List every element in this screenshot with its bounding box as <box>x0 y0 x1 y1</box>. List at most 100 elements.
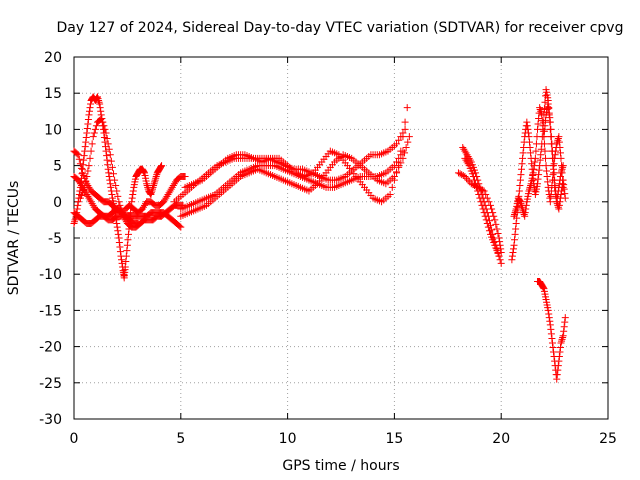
data-point <box>529 176 537 184</box>
series-s13 <box>508 86 567 264</box>
data-point <box>517 165 525 173</box>
data-point <box>544 178 552 186</box>
data-point <box>557 339 565 347</box>
data-point <box>547 133 555 141</box>
data-point <box>539 284 547 292</box>
data-point <box>531 158 539 166</box>
data-point <box>115 234 123 242</box>
data-point <box>106 180 114 188</box>
data-point <box>523 122 531 130</box>
data-point <box>535 166 543 174</box>
data-point <box>393 140 401 148</box>
data-point <box>517 171 525 179</box>
data-point <box>113 220 121 228</box>
data-point <box>548 339 556 347</box>
data-point <box>541 122 549 130</box>
data-point <box>115 198 123 206</box>
data-point <box>105 169 113 177</box>
data-point <box>556 144 564 151</box>
data-point <box>85 162 93 170</box>
data-point <box>475 184 483 192</box>
data-point <box>547 330 555 338</box>
data-point <box>536 104 544 112</box>
data-point <box>485 227 493 235</box>
series-s16 <box>540 100 569 213</box>
data-point <box>148 187 156 195</box>
data-point <box>511 209 519 217</box>
data-point <box>559 180 567 188</box>
data-point <box>103 152 111 160</box>
data-point <box>497 248 505 256</box>
data-point <box>531 187 539 195</box>
data-point <box>83 124 91 132</box>
data-point <box>530 162 538 170</box>
data-point <box>512 207 520 215</box>
data-point <box>119 209 127 217</box>
data-point <box>462 156 470 164</box>
data-point <box>559 163 567 171</box>
data-point <box>170 180 178 188</box>
data-point <box>161 196 169 204</box>
data-point <box>508 252 516 260</box>
data-point <box>551 151 559 159</box>
data-point <box>557 191 565 199</box>
data-point <box>548 147 556 155</box>
data-point <box>558 162 566 170</box>
data-point <box>134 220 142 228</box>
data-point <box>96 100 104 108</box>
data-point <box>99 118 107 126</box>
data-point <box>123 247 131 255</box>
data-point <box>537 107 545 115</box>
data-point <box>399 133 407 141</box>
data-point <box>104 161 112 169</box>
data-point <box>535 171 543 179</box>
data-point <box>91 125 99 133</box>
data-point <box>95 98 103 106</box>
data-point <box>556 149 564 157</box>
data-point <box>544 306 552 314</box>
data-point <box>554 366 562 374</box>
data-point <box>102 129 110 137</box>
data-point <box>511 210 519 218</box>
data-point <box>480 187 488 195</box>
data-point <box>85 107 93 115</box>
data-point <box>101 125 109 133</box>
data-point <box>556 172 564 180</box>
data-point <box>462 149 470 157</box>
y-tick-label: 5 <box>53 159 62 175</box>
data-point <box>558 169 566 177</box>
data-point <box>90 129 98 137</box>
data-point <box>393 158 401 166</box>
data-point <box>512 220 520 228</box>
series-s14 <box>510 104 567 220</box>
data-point <box>483 194 491 202</box>
data-point <box>393 169 401 177</box>
data-point <box>386 191 394 199</box>
data-point <box>166 187 174 195</box>
data-point <box>519 154 527 162</box>
data-point <box>94 95 102 103</box>
data-point <box>73 150 81 158</box>
data-point <box>555 133 563 141</box>
data-point <box>163 192 171 200</box>
data-point <box>485 198 493 206</box>
data-point <box>114 230 122 238</box>
data-point <box>395 136 403 144</box>
data-point <box>479 186 487 194</box>
data-point <box>522 201 530 209</box>
data-point <box>545 105 553 113</box>
data-point <box>490 212 498 220</box>
data-point <box>162 194 170 202</box>
data-point <box>102 147 110 155</box>
data-point <box>526 185 534 193</box>
data-point <box>550 162 558 170</box>
series-s5 <box>70 172 142 228</box>
x-tick-label: 5 <box>176 431 185 447</box>
data-point <box>509 245 517 253</box>
y-axis: 20 15 10 5 0 -5 -10 -15 -20 -25 -30 <box>39 50 608 428</box>
grid <box>74 57 608 419</box>
data-point <box>493 225 501 233</box>
data-point <box>181 172 189 180</box>
data-point <box>488 205 496 213</box>
y-tick-label: 20 <box>44 50 62 66</box>
